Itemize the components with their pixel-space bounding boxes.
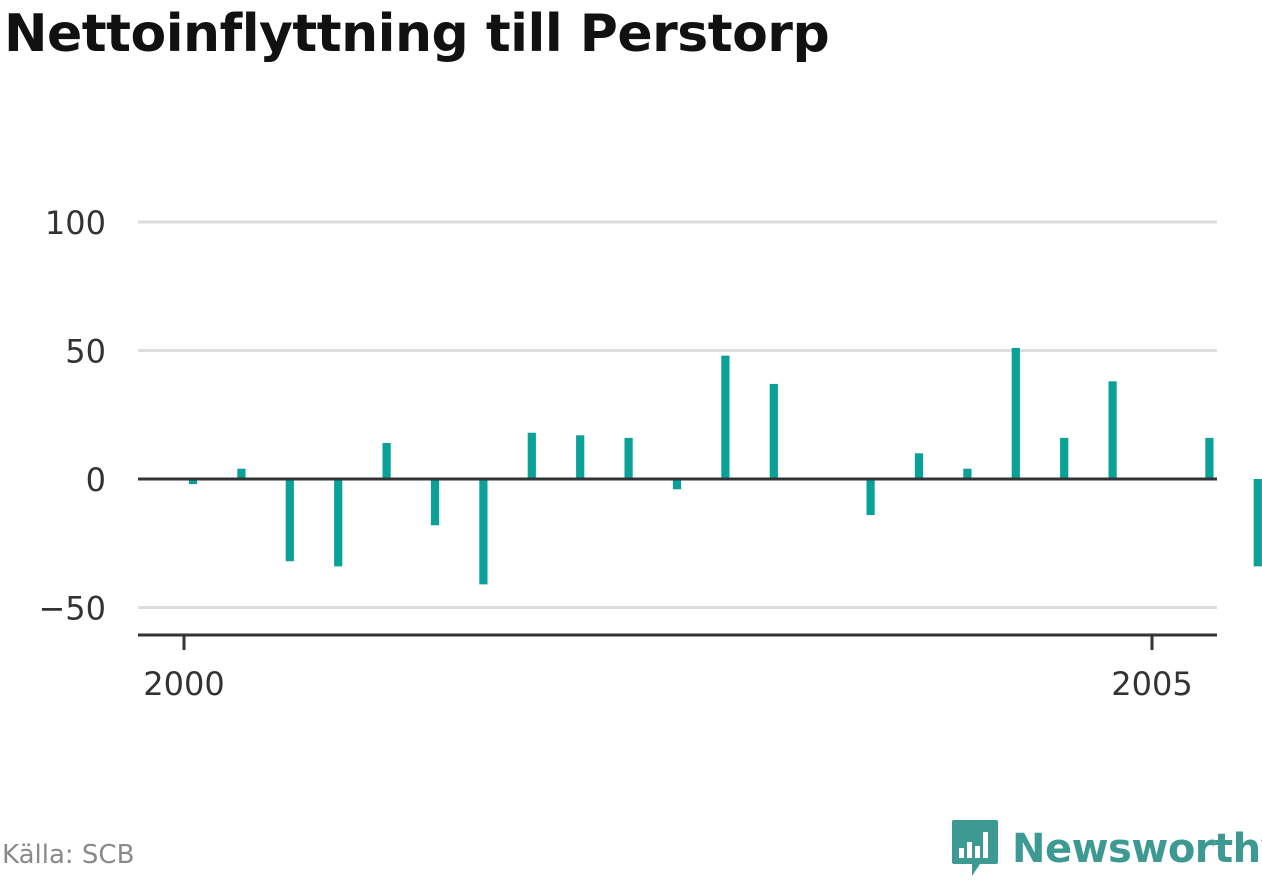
bar-2000-Q4 — [334, 479, 343, 567]
gridlines — [138, 220, 1217, 609]
source-note: Källa: SCB — [2, 840, 135, 870]
bar-2000-Q1 — [188, 479, 198, 485]
y-tick-label: 100 — [45, 204, 106, 242]
bar-2001-Q4 — [527, 432, 536, 479]
bar-2005-Q3 — [1253, 479, 1262, 567]
y-axis-labels: 100 50 0 −50 — [38, 204, 106, 628]
bar-2003-Q1 — [769, 383, 778, 479]
axes — [138, 477, 1217, 650]
bar-2001-Q2 — [430, 479, 440, 526]
y-tick-label: 50 — [65, 333, 106, 371]
bar-2000-Q2 — [237, 468, 246, 479]
chart-title: Nettoinflyttning till Perstorp — [4, 4, 830, 64]
y-tick-label: −50 — [38, 590, 106, 628]
bar-2003-Q4 — [914, 453, 924, 479]
bar-2005-Q2 — [1205, 437, 1214, 479]
brand-name: Newsworthy — [1012, 826, 1262, 872]
bar-2002-Q1 — [576, 435, 585, 479]
bar-2003-Q3 — [866, 479, 875, 515]
x-tick-label: 2000 — [143, 665, 224, 703]
bar-2001-Q1 — [382, 443, 391, 479]
bar-2004-Q1 — [963, 468, 972, 479]
bars — [188, 347, 1262, 585]
bar-2001-Q3 — [479, 479, 488, 585]
newsworthy-logo-icon — [952, 820, 998, 876]
newsworthy-logo: Newsworthy — [950, 818, 1262, 880]
bar-2000-Q3 — [285, 479, 294, 562]
bar-2004-Q3 — [1060, 437, 1069, 479]
bar-2004-Q4 — [1108, 381, 1117, 479]
x-tick-label: 2005 — [1111, 665, 1192, 703]
y-tick-label: 0 — [86, 461, 106, 499]
bar-2002-Q3 — [672, 479, 682, 490]
x-axis-labels: 200020052010201520202025 — [143, 665, 1192, 703]
bar-2002-Q4 — [721, 355, 730, 479]
bar-2002-Q2 — [624, 437, 633, 479]
bar-2004-Q2 — [1011, 347, 1020, 479]
